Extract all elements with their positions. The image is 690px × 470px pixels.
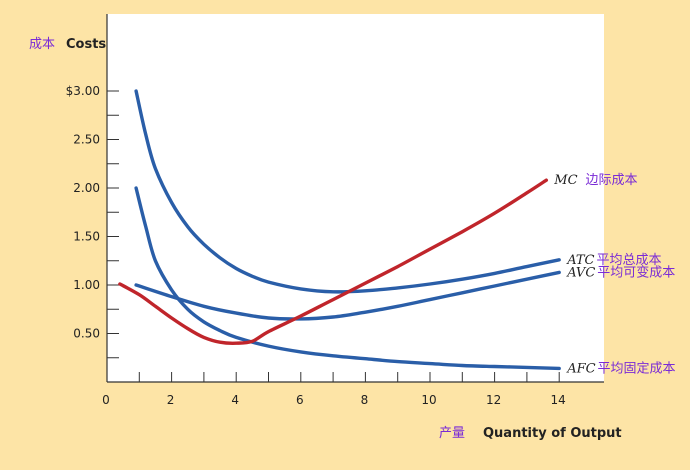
series-label-cn: 平均固定成本: [598, 361, 676, 376]
x-tick-label: 12: [486, 393, 501, 407]
x-tick-label: 2: [167, 393, 175, 407]
y-axis-title-cn: 成本: [29, 37, 55, 52]
x-tick-label: 0: [102, 393, 110, 407]
series-label-en: ATC: [566, 253, 594, 268]
axes: 0.50 1.00 1.50 2.00 2.50 $3.00 0 2 4 6 8 10 12 14: [66, 14, 604, 407]
y-axis-title: Costs: [66, 37, 106, 52]
series-label-en: AVC: [566, 265, 595, 280]
series-label-en: MC: [553, 173, 577, 188]
series-label-afc: AFC 平均固定成本: [566, 361, 675, 376]
y-tick-label: 0.50: [73, 327, 100, 341]
series-label-mc: MC 边际成本: [553, 173, 637, 188]
series-label-cn: 边际成本: [586, 173, 638, 188]
x-tick-label: 6: [296, 393, 304, 407]
series-label-atc: ATC 平均总成本: [566, 253, 661, 268]
y-tick-label: 1.50: [73, 230, 100, 244]
x-axis-title-cn: 产量: [439, 426, 465, 441]
series-label-avc: AVC 平均可变成本: [566, 264, 675, 280]
x-tick-label: 8: [361, 393, 369, 407]
series-label-en: AFC: [566, 361, 595, 376]
x-axis-title: Quantity of Output: [483, 426, 622, 441]
series-line-mc: [118, 178, 548, 345]
series-group: [118, 89, 561, 371]
series-line-afc: [134, 186, 561, 371]
y-tick-label: 2.50: [73, 133, 100, 147]
y-tick-label: 2.00: [73, 181, 100, 195]
x-tick-label: 14: [551, 393, 566, 407]
series-label-cn: 平均总成本: [596, 253, 661, 268]
series-line-atc: [134, 89, 561, 294]
x-tick-label: 10: [421, 393, 436, 407]
y-tick-label: $3.00: [66, 84, 100, 98]
y-tick-label: 1.00: [73, 278, 100, 292]
x-tick-label: 4: [231, 393, 239, 407]
series-line-avc: [134, 270, 561, 321]
plot-area: [107, 14, 604, 382]
series-label-cn: 平均可变成本: [597, 264, 675, 280]
